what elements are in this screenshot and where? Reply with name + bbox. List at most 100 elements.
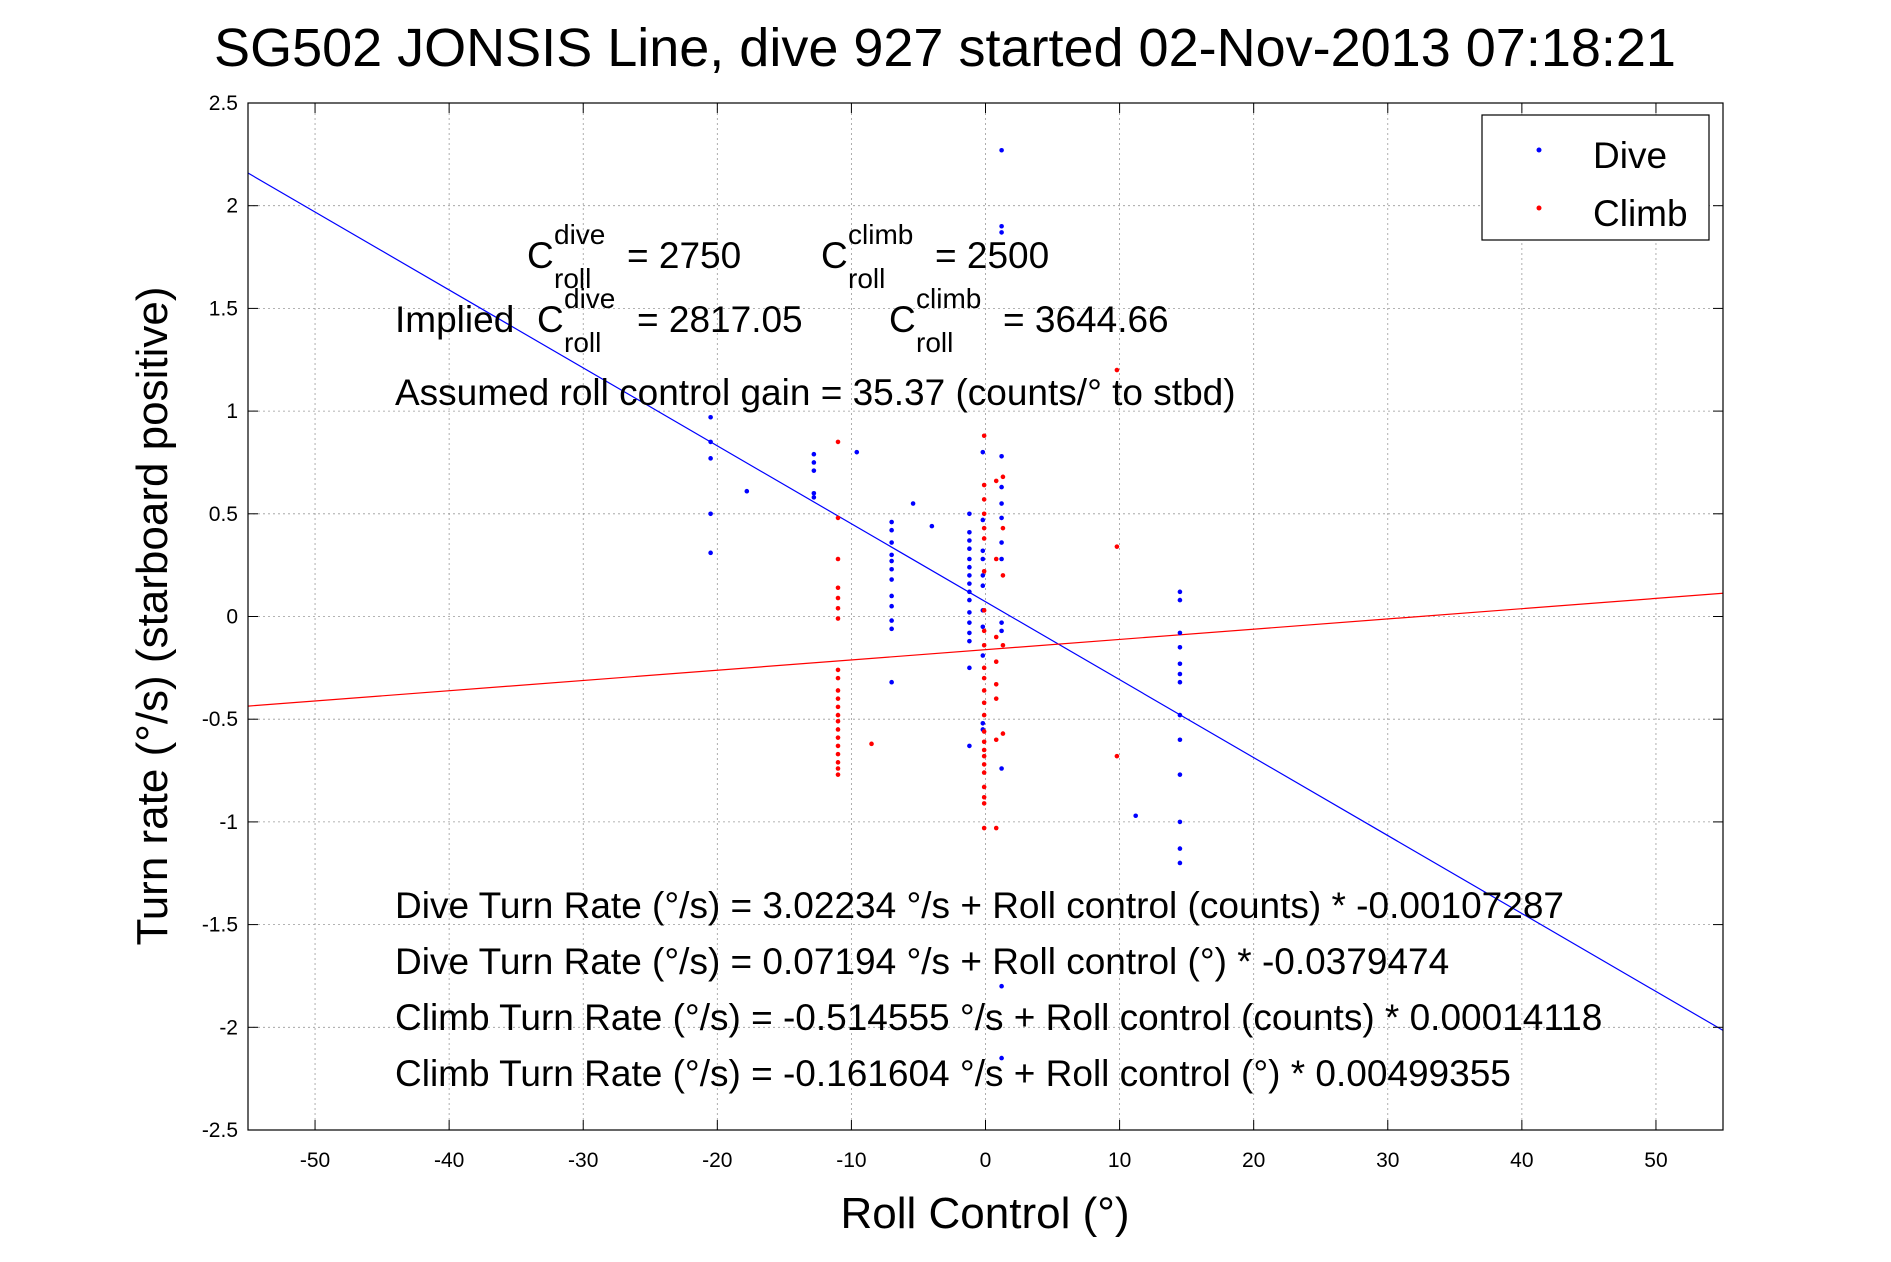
data-point-climb — [835, 515, 841, 521]
x-tick-label: 20 — [1242, 1149, 1265, 1172]
data-point-climb — [835, 704, 841, 710]
x-tick-label: -50 — [300, 1149, 330, 1172]
c-roll-dive-sub: roll — [554, 263, 591, 294]
annotation-implied: Implied C dive roll = 2817.05 C climb ro… — [395, 283, 1169, 358]
data-point-climb — [835, 675, 841, 681]
data-point-dive — [999, 1055, 1004, 1061]
data-point-dive — [889, 519, 894, 525]
c-roll-climb-sup: climb — [848, 219, 913, 250]
data-point-dive — [967, 665, 972, 671]
data-point-dive — [889, 593, 894, 599]
data-point-dive — [1177, 589, 1183, 595]
y-tick-label: 2.5 — [209, 92, 238, 115]
data-point-dive — [1133, 813, 1138, 819]
data-point-dive — [967, 581, 972, 586]
annotation-fit-eq-3: Climb Turn Rate (°/s) = -0.514555 °/s + … — [395, 997, 1602, 1038]
data-point-climb — [835, 743, 841, 749]
data-point-dive — [889, 540, 894, 545]
data-point-climb — [835, 766, 841, 771]
data-point-dive — [967, 630, 972, 636]
data-point-climb — [993, 696, 999, 701]
data-point-climb — [1000, 642, 1006, 648]
data-point-dive — [708, 550, 713, 556]
data-point-dive — [708, 456, 713, 461]
data-point-climb — [835, 712, 841, 718]
y-tick-label: 0 — [226, 606, 238, 629]
data-point-climb — [981, 608, 987, 613]
data-point-dive — [980, 548, 986, 554]
data-points — [708, 147, 1183, 1061]
data-point-climb — [981, 784, 987, 790]
data-point-dive — [980, 653, 986, 658]
data-point-dive — [967, 638, 972, 644]
data-point-climb — [835, 751, 841, 757]
data-point-dive — [967, 589, 972, 595]
annotation-c-roll-climb: C climb roll = 2500 — [821, 219, 1049, 294]
data-point-dive — [999, 983, 1004, 989]
x-axis-label: Roll Control (°) — [841, 1189, 1130, 1238]
data-point-dive — [1177, 679, 1183, 685]
data-point-climb — [981, 753, 987, 759]
data-point-climb — [981, 482, 987, 488]
implied-climb-c: C — [889, 299, 916, 340]
data-point-climb — [981, 628, 987, 634]
y-tick-label: -0.5 — [202, 708, 238, 731]
data-point-climb — [835, 595, 841, 601]
data-point-climb — [993, 737, 999, 743]
data-point-dive — [708, 511, 713, 517]
legend-marker-dive — [1536, 147, 1542, 153]
data-point-dive — [967, 538, 972, 543]
data-point-dive — [811, 460, 817, 465]
annotation-fit-eq-2: Dive Turn Rate (°/s) = 0.07194 °/s + Rol… — [395, 941, 1449, 982]
x-tick-labels: -50 -40 -30 -20 -10 0 10 20 30 40 50 — [300, 1149, 1668, 1172]
ticks — [248, 102, 1723, 1131]
data-point-dive — [980, 583, 986, 588]
data-point-climb — [981, 762, 987, 767]
legend-box — [1481, 114, 1710, 241]
data-point-dive — [811, 495, 817, 500]
data-point-climb — [835, 585, 841, 591]
data-point-dive — [889, 558, 894, 564]
data-point-climb — [981, 770, 987, 775]
data-point-climb — [1000, 525, 1006, 531]
data-point-climb — [981, 497, 987, 502]
c-roll-climb-value: = 2500 — [935, 235, 1049, 276]
data-point-climb — [981, 665, 987, 671]
y-tick-label: 2 — [226, 195, 238, 218]
data-point-climb — [981, 700, 987, 706]
data-point-dive — [999, 620, 1004, 625]
data-point-climb — [981, 739, 987, 745]
data-point-dive — [1177, 661, 1183, 667]
data-point-dive — [967, 573, 972, 578]
data-point-climb — [981, 525, 987, 531]
data-point-dive — [999, 540, 1004, 545]
data-point-climb — [1114, 544, 1120, 549]
data-point-climb — [835, 616, 841, 621]
data-point-climb — [981, 642, 987, 648]
chart-title: SG502 JONSIS Line, dive 927 started 02-N… — [214, 18, 1676, 78]
data-point-dive — [967, 564, 972, 570]
annotation-gain: Assumed roll control gain = 35.37 (count… — [395, 372, 1236, 413]
data-point-dive — [1177, 772, 1183, 777]
data-point-climb — [993, 478, 999, 484]
data-point-dive — [967, 620, 972, 625]
c-roll-dive-value: = 2750 — [627, 235, 741, 276]
annotation-c-roll-dive: C dive roll = 2750 — [527, 219, 741, 294]
data-point-dive — [980, 721, 986, 726]
annotation-fit-eq-1: Dive Turn Rate (°/s) = 3.02234 °/s + Rol… — [395, 885, 1564, 926]
data-point-climb — [835, 688, 841, 693]
data-point-dive — [889, 566, 894, 572]
data-point-climb — [981, 688, 987, 693]
x-tick-label: 40 — [1510, 1149, 1533, 1172]
data-point-climb — [1114, 367, 1120, 373]
data-point-climb — [981, 794, 987, 800]
implied-climb-sub: roll — [916, 327, 953, 358]
data-point-climb — [835, 696, 841, 701]
data-point-dive — [889, 527, 894, 533]
data-point-dive — [980, 624, 986, 630]
y-tick-label: -2 — [219, 1016, 238, 1039]
y-tick-label: -1.5 — [202, 914, 238, 937]
data-point-climb — [835, 667, 841, 673]
data-point-dive — [980, 449, 986, 455]
